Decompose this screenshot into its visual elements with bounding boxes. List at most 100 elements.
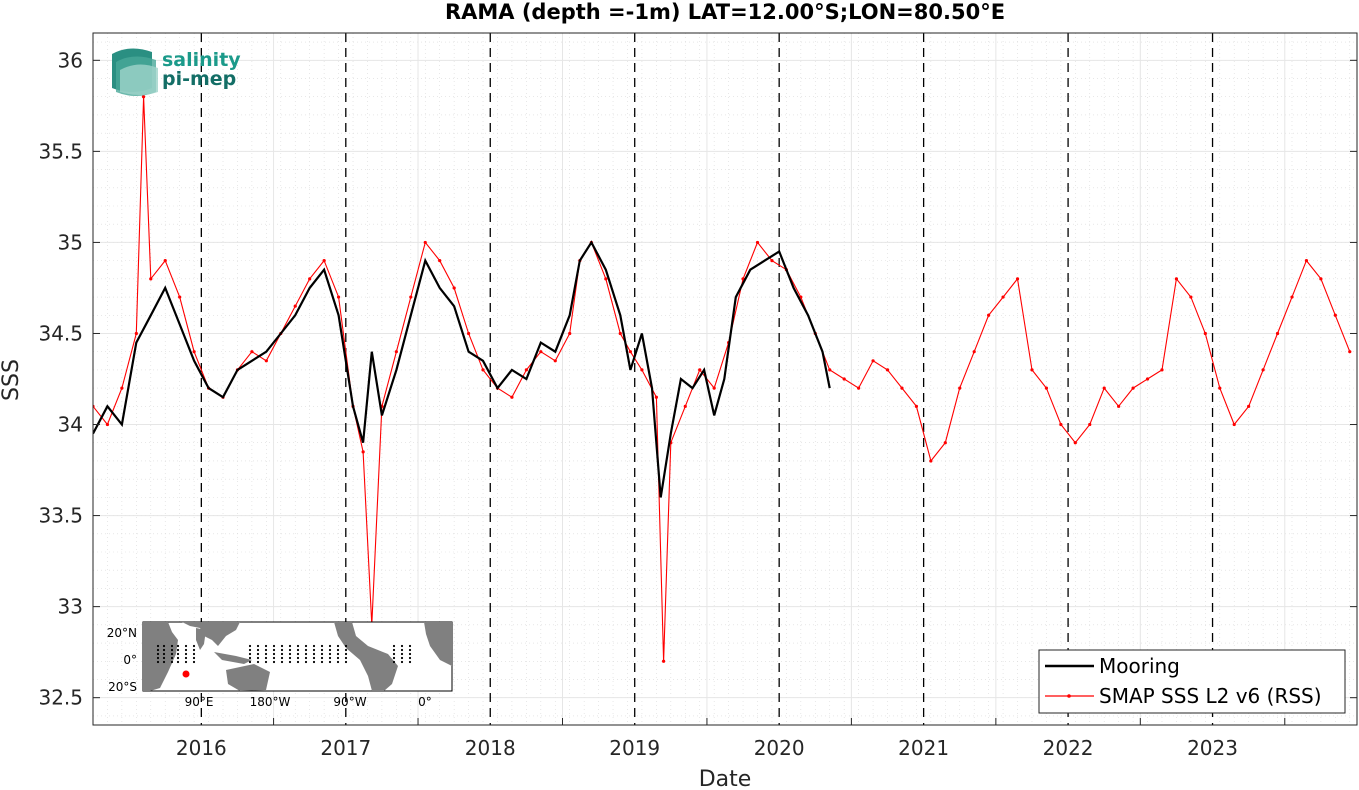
map-mooring-dot bbox=[156, 660, 160, 664]
x-tick-label: 2019 bbox=[609, 736, 660, 760]
map-mooring-dot bbox=[328, 652, 332, 656]
map-mooring-dot bbox=[336, 660, 340, 664]
map-mooring-dot bbox=[328, 656, 332, 660]
smap-point bbox=[1232, 422, 1236, 427]
smap-point bbox=[698, 368, 702, 372]
map-mooring-dot bbox=[312, 660, 316, 664]
smap-point bbox=[452, 286, 456, 290]
smap-point bbox=[1218, 386, 1222, 390]
map-mooring-dot bbox=[176, 648, 180, 652]
inset-map-india bbox=[196, 628, 206, 650]
inset-map-australia bbox=[226, 664, 270, 691]
map-mooring-dot bbox=[296, 660, 300, 664]
map-mooring-dot bbox=[176, 644, 180, 648]
map-mooring-dot bbox=[192, 644, 196, 648]
map-mooring-dot bbox=[344, 648, 348, 652]
smap-point bbox=[1131, 386, 1135, 390]
y-tick-label: 34.5 bbox=[38, 321, 83, 345]
map-mooring-dot bbox=[264, 656, 268, 660]
x-tick-label: 2023 bbox=[1187, 736, 1238, 760]
smap-point bbox=[1333, 313, 1337, 317]
map-mooring-dot bbox=[336, 644, 340, 648]
inset-map-indonesia bbox=[214, 652, 252, 664]
x-tick-label: 2017 bbox=[320, 736, 371, 760]
map-mooring-dot bbox=[336, 648, 340, 652]
smap-point bbox=[568, 331, 572, 336]
smap-point bbox=[1088, 422, 1092, 427]
map-mooring-dot bbox=[162, 644, 166, 648]
smap-point bbox=[683, 404, 687, 408]
major-grid bbox=[93, 33, 1357, 725]
map-mooring-dot bbox=[184, 652, 188, 656]
smap-point bbox=[828, 368, 832, 372]
map-mooring-dot bbox=[320, 644, 324, 648]
smap-point bbox=[481, 368, 485, 372]
map-mooring-dot bbox=[272, 644, 276, 648]
inset-map-asia bbox=[182, 622, 240, 646]
x-tick-label: 2016 bbox=[176, 736, 227, 760]
map-mooring-dot bbox=[296, 652, 300, 656]
mooring-line bbox=[93, 240, 831, 498]
map-mooring-dot bbox=[408, 644, 412, 648]
inset-map-selected-mooring bbox=[182, 670, 190, 678]
x-tick-label: 2018 bbox=[465, 736, 516, 760]
smap-point bbox=[987, 313, 991, 317]
map-mooring-dot bbox=[156, 656, 160, 660]
map-mooring-dot bbox=[264, 652, 268, 656]
map-mooring-dot bbox=[272, 660, 276, 664]
map-mooring-dot bbox=[184, 656, 188, 660]
map-mooring-dot bbox=[296, 656, 300, 660]
map-mooring-dot bbox=[162, 648, 166, 652]
map-mooring-dot bbox=[156, 652, 160, 656]
smap-point bbox=[178, 295, 182, 299]
smap-point bbox=[1203, 331, 1207, 336]
map-mooring-dot bbox=[248, 648, 252, 652]
map-mooring-dot bbox=[336, 656, 340, 660]
map-mooring-dot bbox=[392, 652, 396, 656]
x-tick-label: 2021 bbox=[898, 736, 949, 760]
smap-point bbox=[1044, 386, 1049, 390]
y-tick-label: 33.5 bbox=[38, 504, 83, 528]
map-mooring-dot bbox=[288, 648, 292, 652]
smap-point bbox=[1174, 277, 1179, 281]
smap-point bbox=[885, 368, 890, 372]
smap-point bbox=[510, 395, 514, 399]
smap-point bbox=[250, 350, 254, 354]
plot-frame bbox=[92, 32, 1358, 726]
map-lon-label-90w: 90°W bbox=[333, 695, 366, 709]
map-mooring-dot bbox=[170, 644, 174, 648]
smap-point bbox=[628, 350, 632, 354]
map-lat-label-eq: 0° bbox=[123, 653, 137, 667]
map-mooring-dot bbox=[192, 656, 196, 660]
map-mooring-dot bbox=[184, 648, 188, 652]
map-mooring-dot bbox=[304, 660, 308, 664]
legend-label-mooring: Mooring bbox=[1099, 654, 1180, 678]
map-mooring-dot bbox=[248, 652, 252, 656]
salinity-pi-mep-logo: salinity pi-mep bbox=[112, 48, 241, 96]
smap-point bbox=[1117, 404, 1121, 408]
map-mooring-dot bbox=[176, 652, 180, 656]
map-mooring-dot bbox=[296, 644, 300, 648]
smap-point bbox=[423, 240, 427, 245]
smap-point bbox=[322, 259, 326, 263]
map-mooring-dot bbox=[304, 648, 308, 652]
map-mooring-dot bbox=[272, 652, 276, 656]
smap-point bbox=[618, 331, 622, 336]
map-mooring-dot bbox=[328, 660, 332, 664]
smap-point bbox=[857, 386, 861, 390]
y-tick-label: 36 bbox=[58, 48, 83, 72]
smap-point bbox=[308, 277, 312, 281]
smap-point bbox=[336, 295, 341, 299]
map-mooring-dot bbox=[280, 660, 284, 664]
chart-title: RAMA (depth =-1m) LAT=12.00°S;LON=80.50°… bbox=[445, 0, 1005, 24]
map-mooring-dot bbox=[162, 656, 166, 660]
map-mooring-dot bbox=[392, 644, 396, 648]
x-axis-ticks: 2016 2017 2018 2019 2020 2021 2022 2023 bbox=[176, 718, 1286, 760]
map-mooring-dot bbox=[264, 660, 268, 664]
smap-point bbox=[604, 277, 608, 281]
map-mooring-dot bbox=[162, 652, 166, 656]
smap-point bbox=[640, 368, 644, 372]
smap-point bbox=[1304, 259, 1309, 263]
inset-map-africa-east bbox=[424, 622, 452, 666]
